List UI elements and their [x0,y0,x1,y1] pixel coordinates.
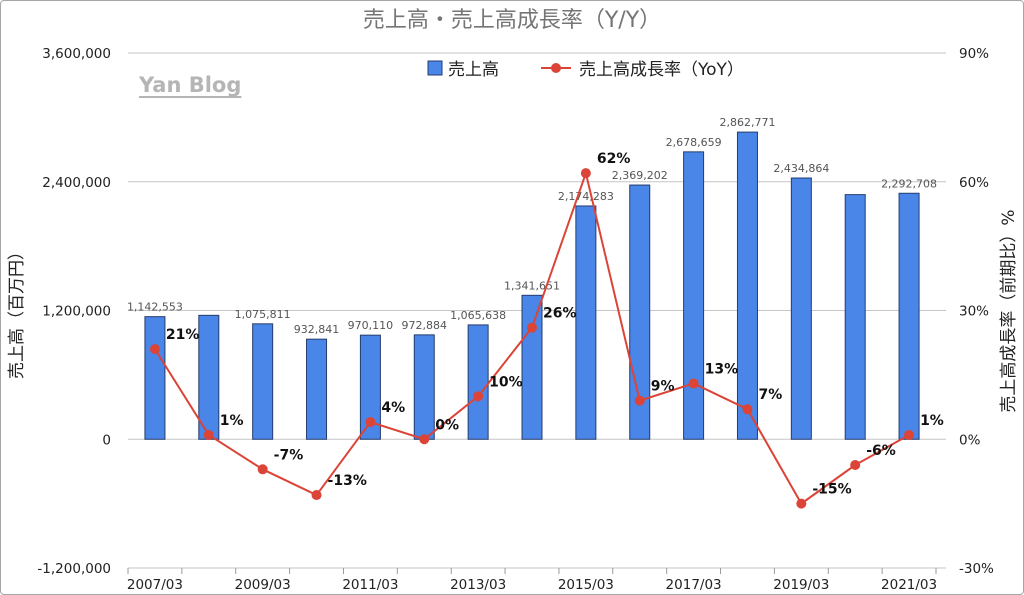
growth-value-label: -15% [812,482,851,498]
growth-point [850,460,861,470]
x-tick-label: 2013/03 [450,577,506,593]
growth-point [688,378,699,389]
growth-value-label: -7% [274,447,304,463]
x-tick-label: 2009/03 [235,577,291,593]
growth-point [365,417,376,428]
bar [844,194,866,440]
growth-value-label: 26% [543,306,577,322]
line-value-labels: 21% 1% -7% -13% 4% 0% 10% 26% 62% 9% 13% 7% -15% -6% 1… [166,151,944,497]
bar [521,294,543,440]
bar [413,334,435,440]
bar-value-label: 2,174,283 [558,190,614,203]
bar [198,314,220,440]
y-tick-label-left: 3,600,000 [42,46,111,62]
bar-value-label: 972,884 [402,319,448,332]
bar-series [144,131,920,440]
bar-value-label: 2,292,708 [881,177,937,190]
bar-value-label: 2,678,659 [666,136,722,149]
legend-label-sales: 売上高 [448,60,499,80]
growth-value-label: 4% [381,400,405,416]
growth-value-label: 1% [220,413,244,429]
legend-label-growth: 売上高成長率（YoY） [579,60,744,80]
growth-point [904,429,915,440]
axes: 3,600,000 2,400,000 1,200,000 0 -1,200,000 90… [37,46,994,593]
growth-point [742,404,753,415]
growth-point [203,429,214,440]
x-tick-label: 2021/03 [881,577,937,593]
growth-value-label: 21% [166,327,200,343]
bar [306,338,328,440]
bar [144,316,166,440]
y-tick-label-right: 30% [959,304,989,320]
bar-value-label: 932,841 [294,323,340,336]
growth-value-label: 0% [435,417,459,433]
bar-value-label: 2,862,771 [719,116,775,129]
growth-point [580,168,591,179]
y-tick-label-right: 60% [959,175,989,191]
x-tick-label: 2011/03 [342,577,398,593]
y-tick-label-left: 0 [102,432,111,448]
y-tick-label-left: -1,200,000 [37,561,111,577]
legend-marker-growth [551,63,561,73]
growth-value-label: -6% [866,443,896,459]
bar-value-label: 1,341,651 [504,279,560,292]
bar-value-label: 2,369,202 [612,169,668,182]
growth-value-label: 1% [920,413,944,429]
growth-value-label: -13% [328,473,367,489]
bar-value-label: 1,142,553 [127,301,183,314]
bar [683,151,705,440]
bar-value-label: 970,110 [348,319,394,332]
growth-point [149,344,160,355]
growth-value-label: 9% [651,379,675,395]
bar [790,177,812,440]
bar-value-label: 2,434,864 [773,162,829,175]
y-tick-label-left: 2,400,000 [42,175,111,191]
legend-swatch-sales [427,60,443,76]
bar [359,334,381,440]
y-axis-right-title: 売上高成長率（前期比）% [999,209,1019,412]
y-tick-label-left: 1,200,000 [42,304,111,320]
y-tick-label-right: -30% [959,561,994,577]
y-axis-left-title: 売上高（百万円） [7,243,27,379]
x-tick-label: 2019/03 [773,577,829,593]
watermark: Yan Blog [138,73,241,97]
chart-title: 売上高・売上高成長率（Y/Y） [363,8,661,33]
bar [467,324,489,440]
growth-point [527,322,537,333]
growth-point [634,395,645,406]
growth-point [257,464,268,475]
legend: 売上高 売上高成長率（YoY） [427,60,744,80]
growth-point [796,498,807,509]
bar [252,323,274,440]
growth-value-label: 62% [597,151,631,167]
bar [575,205,597,440]
y-tick-label-right: 0% [959,432,981,448]
bar [898,192,920,440]
line-points [149,168,915,509]
growth-point [419,434,430,445]
bar-value-label: 1,065,638 [450,309,506,322]
x-tick-label: 2015/03 [558,577,614,593]
growth-value-label: 10% [489,374,523,390]
y-tick-label-right: 90% [959,46,989,62]
bar-value-label: 1,075,811 [235,308,291,321]
bar [736,131,758,440]
growth-point [311,490,322,501]
x-tick-label: 2017/03 [666,577,722,593]
growth-value-label: 7% [758,387,782,403]
growth-point [473,391,484,402]
growth-value-label: 13% [705,361,739,377]
x-tick-label: 2007/03 [127,577,183,593]
